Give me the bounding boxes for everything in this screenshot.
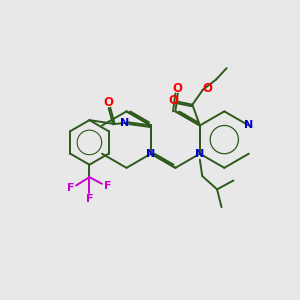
Text: F: F — [103, 181, 111, 191]
Text: N: N — [120, 118, 129, 128]
Text: N: N — [146, 149, 156, 159]
Text: O: O — [168, 94, 178, 107]
Text: F: F — [86, 194, 93, 204]
Text: N: N — [195, 149, 205, 159]
Text: N: N — [244, 121, 254, 130]
Text: F: F — [67, 183, 74, 193]
Text: O: O — [202, 82, 212, 95]
Text: O: O — [173, 82, 183, 95]
Text: O: O — [104, 96, 114, 109]
